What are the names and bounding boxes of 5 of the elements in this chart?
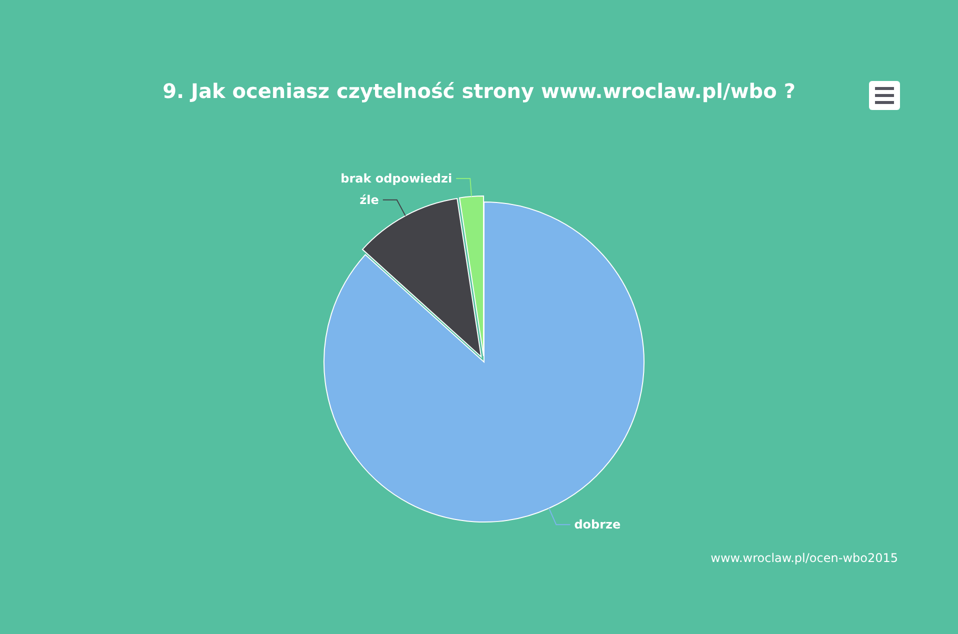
text: www.wroclaw.pl/ocen-wbo2015 [710,551,898,565]
slice-label: źle [360,192,379,207]
chart-title: 9. Jak oceniasz czytelność strony www.wroclaw.pl/wbo ? [162,79,796,103]
slice-label: brak odpowiedzi [340,172,452,186]
slice-label: dobrze [574,518,621,532]
